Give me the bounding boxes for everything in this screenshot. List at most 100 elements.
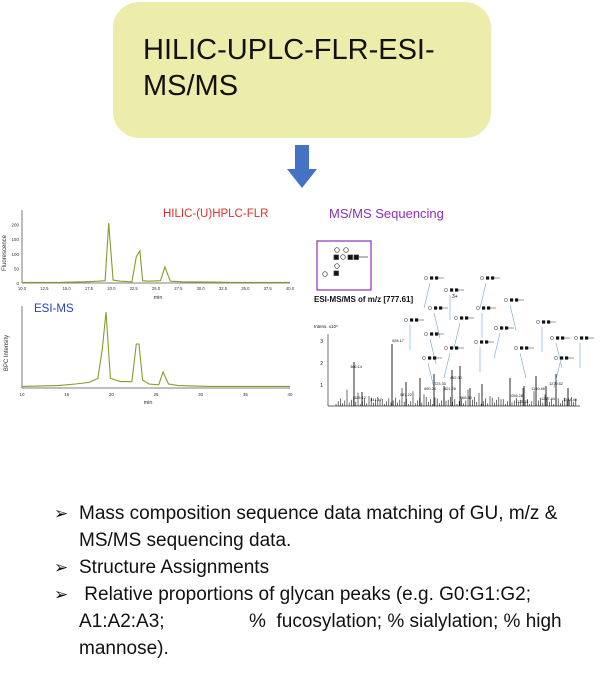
fragment-square-icon xyxy=(560,356,564,360)
msms-peak-label: 587.22 xyxy=(400,393,412,397)
flr-ylabel: Fluorescence xyxy=(2,234,8,271)
fragment-circle-icon xyxy=(514,346,518,350)
fragment-square-icon xyxy=(434,306,438,310)
flr-ytick: 50 xyxy=(14,266,20,271)
fragment-square-icon xyxy=(510,298,514,302)
fragment-square-icon xyxy=(455,288,459,292)
ms-xtick: 15 xyxy=(64,392,70,397)
flr-xtick: 22.5 xyxy=(130,286,139,291)
flr-xtick: 20.0 xyxy=(107,286,116,291)
down-arrow-icon xyxy=(287,145,317,188)
fragment-square-icon xyxy=(450,288,454,292)
glycan-structure-box xyxy=(316,240,372,291)
bullet-item-3: ➢ Relative proportions of glycan peaks (… xyxy=(54,581,584,662)
msms-peak-label: 821.28 xyxy=(444,387,456,391)
ms-xtick: 30 xyxy=(198,392,204,397)
msms-peak-label: 528.17 xyxy=(392,339,404,343)
bullet-item-1: ➢ Mass composition sequence data matchin… xyxy=(54,500,584,554)
msms-peak-label: 325.12 xyxy=(354,396,366,400)
msms-peak-labels: 366.14 528.17 325.12 441.17 587.22 690.25723.… xyxy=(350,339,577,404)
fragment-leader-line xyxy=(443,352,451,379)
fragment-leader-line xyxy=(423,282,431,309)
fragment-circle-icon xyxy=(422,356,426,360)
ms-xtick: 20 xyxy=(109,392,115,397)
bullet-list: ➢ Mass composition sequence data matchin… xyxy=(54,500,584,662)
fragment-square-icon xyxy=(505,326,509,330)
fragment-leader-line xyxy=(553,362,561,389)
flr-xtick: 10.0 xyxy=(18,286,27,291)
fragment-circle-icon xyxy=(424,332,428,336)
fragment-circle-icon xyxy=(554,356,558,360)
flr-ytick: 200 xyxy=(11,223,19,228)
fragment-square-icon xyxy=(542,320,546,324)
ms-chart-svg: 10 15 20 25 30 35 40 BPC Intensity min xyxy=(4,306,293,406)
msms-peak-label: 1279.52 xyxy=(549,382,563,386)
fragment-leader-line xyxy=(429,338,437,365)
fragment-leader-line xyxy=(453,322,461,349)
msms-ytick-3: 3 xyxy=(320,339,323,345)
flr-xtick: 25.0 xyxy=(152,286,161,291)
fragment-square-icon xyxy=(561,336,565,340)
ms-trace-line xyxy=(21,311,290,387)
fragment-square-icon xyxy=(580,336,584,340)
msms-peak-label: 1150.48 xyxy=(531,387,544,391)
fragment-square-icon xyxy=(520,346,524,350)
fragment-square-icon xyxy=(428,356,432,360)
fragment-circle-icon xyxy=(504,298,508,302)
fragment-square-icon xyxy=(430,332,434,336)
ms-ylabel: BPC Intensity xyxy=(4,335,10,371)
fragment-square-icon xyxy=(435,276,439,280)
esi-ms-chromatogram: 10 15 20 25 30 35 40 BPC Intensity min xyxy=(0,298,300,406)
msms-peak-label: 852.30 xyxy=(450,376,462,380)
fragment-square-icon xyxy=(435,332,439,336)
flr-xtick: 12.5 xyxy=(40,286,49,291)
fragment-square-icon xyxy=(415,318,419,322)
fragment-square-icon xyxy=(486,276,490,280)
ms-xtick: 25 xyxy=(153,392,159,397)
bullet-item-2: ➢ Structure Assignments xyxy=(54,554,584,581)
fragment-leader-line xyxy=(493,332,501,359)
fragment-circle-icon xyxy=(574,336,578,340)
msms-charge-label: 3+ xyxy=(452,294,458,300)
fragment-square-icon xyxy=(491,276,495,280)
flr-chromatogram: 200 150 100 50 0 10.0 12.5 15.0 17.5 20.0 22.5 25.… xyxy=(0,205,300,301)
ms-xlabel: min xyxy=(144,400,153,406)
msms-spectrum-label: ESI-MS/MS of m/z [777.61] xyxy=(314,295,413,304)
fragment-square-icon xyxy=(439,306,443,310)
msms-peak-label: 1125.31 xyxy=(515,400,528,404)
glycan-structure-icon xyxy=(322,247,368,277)
fragment-circle-icon xyxy=(536,320,540,324)
fragment-square-icon xyxy=(430,276,434,280)
msms-spectrum-panel: ESI-MS/MS of m/z [777.61] 3+ Intens. x10… xyxy=(310,238,602,413)
msms-peaks xyxy=(335,344,577,406)
msms-ytick-2: 2 xyxy=(320,361,323,367)
msms-ytick-1: 1 xyxy=(320,383,323,389)
title-line-1: HILIC-UPLC-FLR-ESI- xyxy=(143,34,435,66)
fragment-square-icon xyxy=(515,298,519,302)
fragment-square-icon xyxy=(547,320,551,324)
fragment-circle-icon xyxy=(550,336,554,340)
fragment-structures xyxy=(404,276,594,389)
msms-peak-label: 441.17 xyxy=(370,398,382,402)
fragment-square-icon xyxy=(565,356,569,360)
fragment-circle-icon xyxy=(444,346,448,350)
ms-xtick: 35 xyxy=(243,392,249,397)
fragment-square-icon xyxy=(487,306,491,310)
fragment-circle-icon xyxy=(476,306,480,310)
bullet-arrow-icon: ➢ xyxy=(54,558,69,577)
ms-xtick: 10 xyxy=(19,392,25,397)
flr-xtick: 15.0 xyxy=(63,286,72,291)
flr-xtick: 37.5 xyxy=(264,286,273,291)
fragment-leader-line xyxy=(479,282,487,309)
fragment-square-icon xyxy=(450,346,454,350)
fragment-square-icon xyxy=(465,316,469,320)
msms-peak-label: 690.25 xyxy=(424,387,436,391)
fragment-circle-icon xyxy=(428,306,432,310)
fragment-square-icon xyxy=(585,336,589,340)
flr-ytick: 0 xyxy=(16,281,19,286)
flr-ytick: 100 xyxy=(11,252,19,257)
fragment-square-icon xyxy=(500,326,504,330)
flr-panel-label: HILIC-(U)HPLC-FLR xyxy=(163,208,269,220)
ms-panel-label: ESI-MS xyxy=(34,303,74,315)
fragment-square-icon xyxy=(525,346,529,350)
